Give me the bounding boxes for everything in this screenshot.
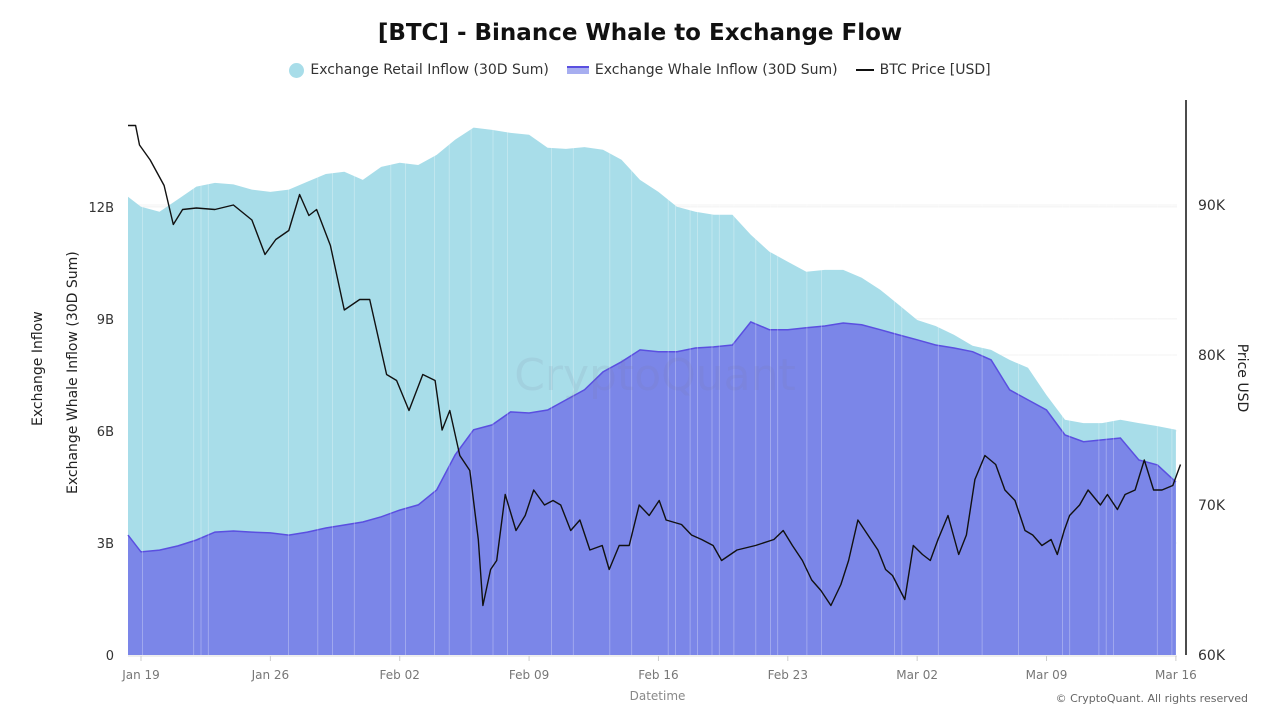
y-left-tick-label: 6B <box>97 425 114 440</box>
y-axis-title-left-2: Exchange Whale Inflow (30D Sum) <box>65 274 81 494</box>
x-tick-label: Jan 26 <box>251 668 290 682</box>
copyright: © CryptoQuant. All rights reserved <box>1056 692 1248 705</box>
y-right-tick-label: 60K <box>1198 648 1226 664</box>
x-tick-label: Jan 19 <box>121 668 160 682</box>
x-tick-label: Feb 16 <box>638 668 678 682</box>
x-tick-label: Feb 09 <box>509 668 549 682</box>
y-right-tick-label: 80K <box>1198 348 1226 364</box>
y-left-tick-label: 9B <box>97 313 114 328</box>
x-tick-label: Mar 09 <box>1026 668 1068 682</box>
watermark: CryptoQuant <box>514 350 796 401</box>
x-tick-label: Feb 02 <box>380 668 420 682</box>
y-right-tick-label: 90K <box>1198 198 1226 214</box>
x-tick-label: Feb 23 <box>768 668 808 682</box>
x-tick-label: Mar 16 <box>1155 668 1197 682</box>
y-left-tick-label: 0 <box>106 649 114 664</box>
y-left-tick-label: 3B <box>97 537 114 552</box>
y-left-tick-label: 12B <box>89 201 114 216</box>
x-tick-label: Mar 02 <box>896 668 938 682</box>
y-axis-title-left-1: Exchange Inflow <box>30 326 46 426</box>
y-axis-title-right: Price USD <box>1234 338 1250 418</box>
y-right-tick-label: 70K <box>1198 498 1226 514</box>
